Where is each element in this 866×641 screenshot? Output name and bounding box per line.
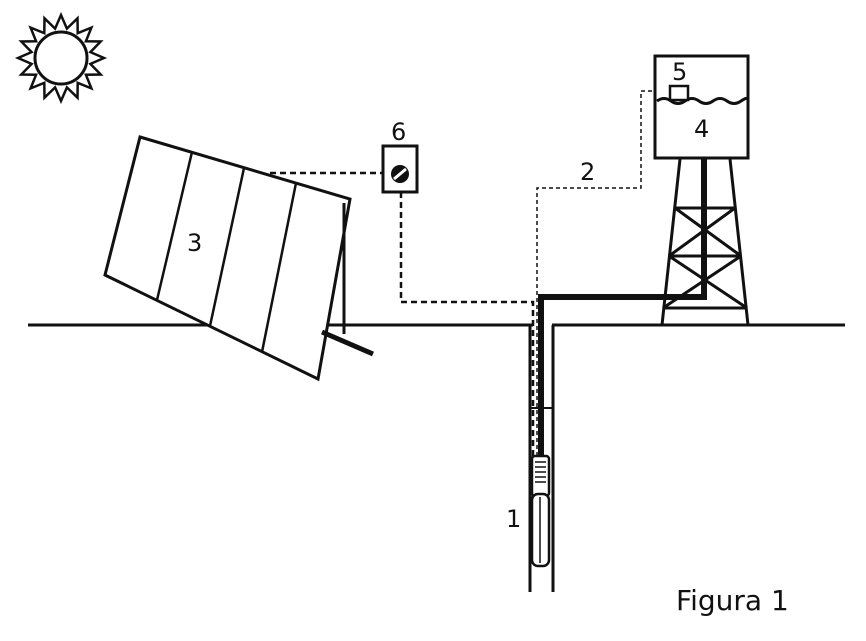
power-cable [399,192,535,456]
figure-caption: Figura 1 [676,584,789,617]
label-controller: 6 [391,118,406,146]
label-control-wire: 2 [580,158,595,186]
water-surface [656,96,750,105]
solar-panel [103,135,374,382]
submersible-pump [530,454,551,568]
label-water-tank: 4 [694,115,709,143]
label-solar-panel: 3 [187,229,202,257]
label-pump: 1 [506,505,521,533]
label-float-switch: 5 [672,58,687,86]
control-wire [536,90,670,456]
controller [381,144,419,194]
float-switch [668,84,690,102]
tower-structure [660,158,750,326]
water-tank [653,54,750,160]
sun-icon [14,11,108,105]
